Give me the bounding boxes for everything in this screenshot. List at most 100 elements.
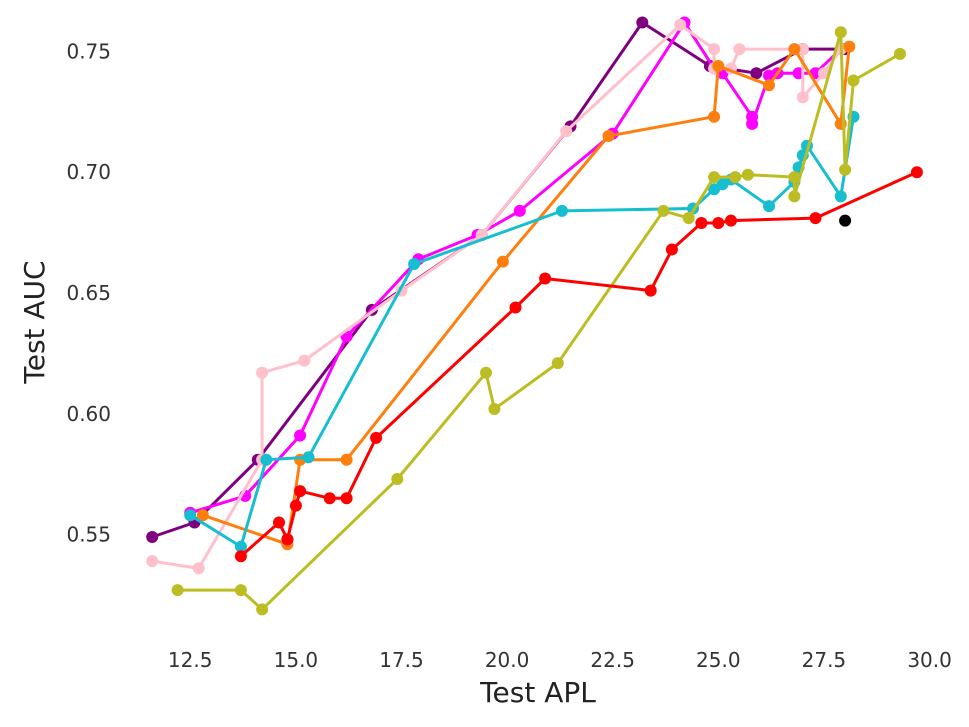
series-6-point-15 (725, 214, 737, 227)
series-3-point-7 (712, 60, 725, 72)
series-5-point-6 (551, 357, 564, 370)
series-3-point-6 (708, 110, 721, 123)
series-4-point-0 (184, 509, 197, 522)
series-1 (184, 16, 847, 519)
x-tick-label: 12.5 (168, 648, 213, 672)
x-tick-label: 22.5 (590, 648, 635, 672)
series-3-point-4 (496, 255, 509, 268)
series-6-point-12 (665, 243, 678, 256)
series-1-point-2 (294, 429, 307, 442)
series-1-line (189, 21, 842, 515)
series-5 (171, 26, 906, 616)
series-3-point-11 (843, 40, 856, 53)
series-6-point-0 (234, 550, 247, 563)
series-4-point-4 (408, 258, 421, 270)
x-tick-label: 20.0 (485, 648, 530, 672)
series-0-point-0 (146, 531, 159, 543)
series-2-point-9 (708, 43, 721, 56)
series-5-point-8 (682, 212, 695, 225)
series-6-point-14 (712, 217, 725, 229)
series-5-point-10 (729, 171, 742, 184)
series-6-point-8 (370, 431, 383, 444)
series-4-line (189, 116, 855, 549)
series-6-point-9 (509, 301, 522, 314)
series-3-point-3 (340, 453, 353, 466)
y-tick-label: 0.60 (66, 402, 111, 426)
series-5-point-12 (788, 171, 801, 184)
series-5-point-1 (234, 584, 247, 597)
series-4-point-5 (556, 204, 568, 217)
x-tick-labels: 12.5 15.0 17.5 20.0 22.5 25.0 27.5 30.0 (168, 648, 952, 672)
y-axis-label: Test AUC (18, 260, 51, 384)
series-3-point-9 (788, 43, 801, 56)
series-5-point-3 (391, 473, 404, 485)
series-6-point-11 (644, 284, 657, 297)
series-6-point-10 (539, 272, 552, 285)
series-5-point-11 (741, 168, 754, 181)
series-5-line (177, 30, 901, 611)
series-5-point-9 (708, 171, 721, 184)
series-6-point-4 (289, 499, 302, 512)
series-6-point-3 (281, 533, 294, 546)
series-4-point-2 (260, 453, 273, 466)
series-7-point-0 (839, 214, 852, 227)
y-tick-label: 0.70 (66, 160, 111, 184)
series-2-point-14 (796, 91, 809, 104)
series-5-point-13 (788, 190, 801, 203)
series-5-point-0 (171, 584, 184, 597)
x-axis-label: Test APL (479, 676, 596, 709)
series-2-point-8 (674, 18, 687, 31)
series-4 (184, 110, 860, 553)
series-1-point-12 (746, 117, 759, 130)
series-6-point-7 (340, 492, 353, 505)
series-5-point-5 (488, 403, 501, 415)
series-2-point-7 (560, 125, 573, 138)
series-6-point-5 (294, 485, 307, 498)
series-4-point-1 (234, 540, 247, 553)
series-0-point-8 (750, 67, 763, 80)
series-6-point-1 (273, 516, 285, 529)
series-layer (146, 16, 923, 616)
x-tick-label: 25.0 (696, 648, 741, 672)
y-tick-label: 0.55 (66, 523, 111, 547)
series-0 (146, 16, 852, 543)
series-4-point-3 (302, 451, 315, 464)
series-0-point-6 (636, 16, 649, 29)
series-3-line (202, 46, 851, 546)
series-3-point-0 (196, 509, 209, 522)
y-tick-labels: 0.55 0.60 0.65 0.70 0.75 (66, 40, 111, 547)
series-5-point-16 (847, 74, 860, 87)
y-tick-label: 0.65 (66, 281, 111, 305)
series-5-point-7 (657, 204, 670, 217)
series-6-point-13 (695, 217, 708, 229)
series-3-point-8 (763, 79, 775, 92)
series-5-point-4 (480, 366, 492, 379)
series-6 (234, 166, 923, 563)
series-2-line (151, 23, 843, 570)
x-tick-label: 17.5 (379, 648, 424, 672)
series-2-point-0 (146, 555, 159, 568)
series-4-point-15 (834, 190, 847, 203)
y-tick-label: 0.75 (66, 40, 111, 64)
series-6-point-16 (809, 212, 822, 225)
series-1-point-6 (513, 204, 526, 217)
series-2-point-13 (796, 43, 809, 56)
series-4-point-10 (763, 200, 775, 213)
series-5-point-17 (894, 47, 906, 60)
series-2-point-4 (298, 354, 311, 367)
series-6-point-17 (910, 166, 923, 179)
series-2-point-12 (733, 43, 746, 56)
series-2-point-1 (192, 562, 205, 575)
series-5-point-14 (834, 26, 847, 39)
x-tick-label: 30.0 (907, 648, 952, 672)
series-7 (839, 214, 852, 227)
series-6-point-6 (323, 492, 336, 505)
x-tick-label: 15.0 (274, 648, 319, 672)
x-tick-label: 27.5 (802, 648, 847, 672)
series-5-point-15 (839, 163, 852, 176)
series-5-point-2 (256, 603, 269, 616)
series-2-point-3 (256, 366, 269, 379)
series-3-point-5 (602, 130, 615, 142)
series-3 (196, 40, 856, 551)
